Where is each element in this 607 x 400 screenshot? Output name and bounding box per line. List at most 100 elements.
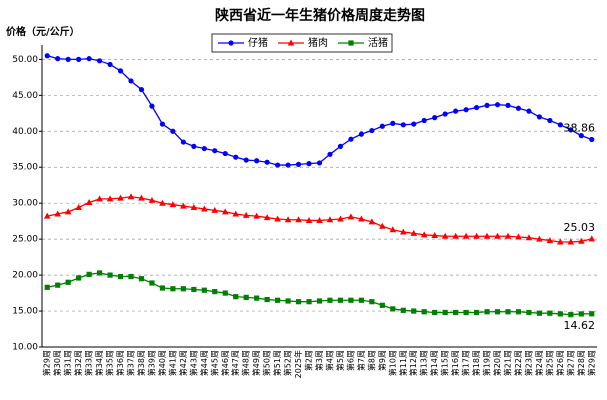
marker bbox=[368, 218, 376, 225]
marker bbox=[191, 143, 197, 149]
marker bbox=[159, 199, 166, 206]
x-tick-label: 第43周 bbox=[188, 350, 198, 376]
x-tick-label: 第12周 bbox=[408, 350, 418, 376]
x-tick-label: 第37周 bbox=[126, 350, 136, 376]
marker bbox=[86, 56, 92, 62]
marker bbox=[525, 234, 533, 241]
marker bbox=[432, 309, 438, 316]
marker bbox=[76, 275, 82, 281]
marker bbox=[379, 302, 385, 308]
marker bbox=[577, 237, 585, 244]
marker bbox=[568, 312, 574, 318]
marker bbox=[305, 216, 313, 223]
y-tick-label: 25.00 bbox=[12, 235, 38, 245]
x-tick-label: 第44周 bbox=[199, 350, 209, 376]
marker bbox=[295, 161, 302, 167]
marker bbox=[348, 297, 354, 303]
marker bbox=[589, 136, 595, 143]
marker bbox=[589, 311, 595, 317]
x-tick-label: 第50周 bbox=[262, 350, 272, 376]
marker bbox=[567, 238, 575, 245]
marker bbox=[148, 196, 156, 203]
marker bbox=[452, 232, 459, 239]
marker bbox=[421, 309, 427, 315]
x-tick-label: 第45周 bbox=[209, 350, 219, 376]
y-tick-label: 40.00 bbox=[12, 127, 38, 137]
marker bbox=[55, 56, 61, 62]
marker bbox=[494, 232, 501, 239]
marker bbox=[389, 226, 397, 233]
marker bbox=[358, 215, 365, 222]
marker bbox=[505, 102, 511, 108]
marker bbox=[327, 151, 333, 157]
marker bbox=[128, 273, 134, 280]
x-tick-label: 第32周 bbox=[73, 350, 83, 376]
marker bbox=[138, 86, 145, 93]
x-tick-label: 第14周 bbox=[429, 350, 439, 376]
x-tick-label: 第25周 bbox=[544, 350, 554, 376]
marker bbox=[337, 143, 344, 149]
legend-label: 活猪 bbox=[368, 37, 388, 49]
marker bbox=[159, 285, 166, 291]
x-tick-label: 第46周 bbox=[220, 350, 230, 376]
marker bbox=[358, 131, 364, 137]
x-tick-label: 第7周 bbox=[356, 350, 366, 371]
marker bbox=[473, 309, 480, 316]
marker bbox=[201, 145, 207, 152]
marker bbox=[117, 194, 124, 201]
marker bbox=[473, 104, 480, 111]
marker bbox=[337, 297, 344, 303]
x-tick-label: 第26周 bbox=[555, 350, 565, 376]
marker bbox=[337, 215, 344, 222]
marker bbox=[55, 282, 61, 288]
x-tick-label: 第23周 bbox=[523, 350, 533, 376]
marker bbox=[96, 195, 103, 202]
x-tick-label: 第39周 bbox=[146, 350, 156, 376]
marker bbox=[243, 157, 249, 163]
marker bbox=[369, 299, 375, 305]
marker bbox=[494, 102, 501, 108]
marker bbox=[536, 235, 543, 242]
y-tick-label: 30.00 bbox=[12, 199, 38, 209]
x-tick-label: 第42周 bbox=[178, 350, 188, 376]
marker bbox=[557, 238, 564, 245]
marker bbox=[326, 216, 334, 223]
marker bbox=[557, 122, 563, 128]
marker bbox=[431, 232, 438, 239]
x-tick-label: 第40周 bbox=[157, 350, 167, 376]
marker bbox=[65, 279, 71, 285]
x-tick-label: 第24周 bbox=[534, 350, 544, 376]
x-tick-label: 第2周 bbox=[304, 350, 314, 371]
marker bbox=[263, 214, 271, 221]
x-tick-label: 第21周 bbox=[502, 350, 512, 376]
marker bbox=[306, 161, 312, 167]
marker bbox=[473, 232, 480, 239]
x-tick-label: 第6周 bbox=[345, 350, 355, 371]
x-tick-label: 第33周 bbox=[84, 350, 94, 376]
x-tick-label: 第16周 bbox=[450, 350, 460, 376]
marker bbox=[432, 115, 438, 121]
marker bbox=[180, 139, 186, 145]
marker bbox=[190, 204, 198, 211]
marker bbox=[515, 233, 522, 240]
marker bbox=[526, 309, 532, 316]
marker bbox=[75, 204, 82, 211]
x-tick-label: 第41周 bbox=[167, 350, 177, 376]
marker bbox=[463, 107, 469, 113]
marker bbox=[128, 78, 134, 84]
marker bbox=[221, 208, 229, 215]
y-axis-label: 价格（元/公斤） bbox=[6, 25, 80, 38]
marker bbox=[159, 121, 166, 127]
marker bbox=[170, 286, 176, 292]
marker bbox=[287, 39, 295, 46]
marker bbox=[106, 195, 114, 202]
x-tick-label: 第35周 bbox=[105, 350, 115, 376]
marker bbox=[462, 232, 470, 239]
marker bbox=[483, 232, 491, 239]
legend-label: 仔猪 bbox=[248, 37, 268, 49]
x-tick-label: 第9周 bbox=[377, 350, 387, 371]
marker bbox=[421, 117, 427, 124]
x-tick-label: 第13周 bbox=[419, 350, 429, 376]
marker bbox=[180, 202, 187, 209]
